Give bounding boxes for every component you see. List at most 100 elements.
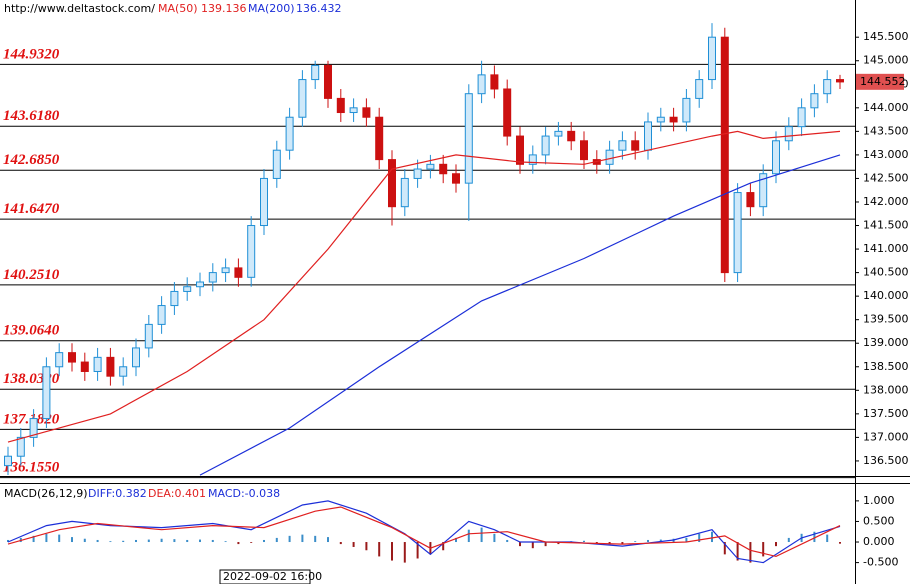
candle-body — [221, 267, 230, 274]
candle-body — [93, 356, 102, 372]
legend-name: MA(200) — [248, 2, 295, 15]
candle-body — [285, 116, 294, 151]
candle-body — [55, 352, 64, 368]
candle-body — [106, 356, 115, 377]
y-tick-label: 143.500 — [863, 124, 909, 137]
candle-body — [375, 116, 384, 161]
candle-body — [682, 97, 691, 123]
candle-body — [234, 267, 243, 278]
y-tick-label: 137.000 — [863, 430, 909, 443]
candle-body — [324, 64, 332, 99]
level-label: 138.0320 — [3, 371, 60, 387]
candle-body — [16, 436, 25, 457]
candle-body — [823, 79, 832, 95]
y-tick-label: 139.500 — [863, 313, 909, 326]
line — [199, 154, 841, 476]
candle-body — [349, 107, 358, 114]
candle-body — [567, 130, 576, 142]
level-label: 144.9320 — [3, 46, 60, 62]
candle-body — [400, 177, 409, 208]
candle-body — [669, 116, 678, 123]
y-tick-label: 140.000 — [863, 289, 909, 302]
candle-body — [797, 107, 806, 128]
y-tick-label: 136.500 — [863, 454, 909, 467]
candle-body — [695, 79, 704, 99]
legend-value: 139.136 — [201, 2, 247, 15]
candle-body — [759, 173, 768, 208]
candle-body — [618, 140, 627, 151]
candle-body — [720, 36, 729, 274]
y-tick-label: 143.000 — [863, 148, 909, 161]
candle-body — [503, 88, 512, 137]
candle-body — [247, 225, 256, 278]
candle-body — [170, 290, 179, 307]
y-tick-label: 138.500 — [863, 360, 909, 373]
candle-body — [580, 140, 588, 161]
candle-body — [68, 352, 76, 363]
candle-body — [836, 79, 844, 83]
y-tick-label: 141.500 — [863, 219, 909, 232]
candle-body — [746, 192, 755, 208]
y-tick-label: 141.000 — [863, 242, 909, 255]
candle-body — [42, 366, 51, 420]
candle-body — [362, 107, 371, 118]
cursor-box — [219, 569, 311, 584]
candle-body — [528, 154, 537, 165]
candle-body — [119, 366, 128, 377]
candle-body — [644, 121, 652, 151]
level-label: 140.2510 — [3, 267, 60, 283]
y-tick-label: 137.500 — [863, 407, 909, 420]
candle-body — [4, 455, 12, 467]
macd-label: MACD:-0.038 — [208, 487, 280, 500]
candle-body — [208, 272, 217, 283]
candle-body — [144, 323, 153, 349]
candle-body — [541, 135, 550, 156]
y-tick-label: 0.000 — [863, 535, 895, 548]
candle-body — [554, 130, 563, 137]
y-tick-label: 139.000 — [863, 336, 909, 349]
legend-value: 136.432 — [296, 2, 342, 15]
level-label: 136.1550 — [3, 460, 60, 476]
y-tick-label: 1.000 — [863, 494, 895, 507]
cursor-label: 2022-09-02 16:00 — [223, 570, 322, 583]
candle-body — [708, 36, 716, 81]
candle-body — [464, 93, 473, 184]
candle-body — [784, 126, 793, 142]
y-tick-label: 144.000 — [863, 101, 909, 114]
candle-body — [439, 163, 448, 175]
candle-body — [336, 97, 345, 114]
y-tick-label: 142.000 — [863, 195, 909, 208]
y-tick-label: 0.500 — [863, 514, 895, 527]
level-label: 139.0640 — [3, 323, 60, 339]
candle-body — [656, 116, 665, 123]
candle-body — [132, 347, 140, 368]
macd-title: MACD(26,12,9) — [4, 487, 88, 500]
line — [7, 500, 841, 564]
candle-body — [157, 305, 166, 325]
line — [7, 130, 841, 443]
y-tick-label: 145.000 — [863, 54, 909, 67]
y-tick-label: 140.500 — [863, 266, 909, 279]
candle-body — [772, 140, 780, 175]
y-tick-label: 138.000 — [863, 383, 909, 396]
candle-body — [413, 168, 422, 179]
legend-name: MA(50) — [158, 2, 198, 15]
candle-body — [733, 192, 742, 274]
candle-body — [272, 149, 281, 179]
candle-body — [388, 159, 396, 208]
price-tag — [856, 73, 904, 90]
url: http://www.deltastock.com/ — [4, 2, 155, 15]
candle-body — [605, 149, 614, 165]
candle-body — [426, 163, 435, 170]
level-label: 142.6850 — [3, 152, 60, 168]
level-label: 141.6470 — [3, 201, 60, 217]
candle-body — [490, 74, 499, 90]
level-label: 143.6180 — [3, 108, 60, 124]
candle-body — [196, 281, 204, 288]
y-tick-label: 145.500 — [863, 30, 909, 43]
candle-body — [631, 140, 640, 151]
line — [7, 506, 841, 558]
last-price: 144.552 — [860, 75, 906, 88]
